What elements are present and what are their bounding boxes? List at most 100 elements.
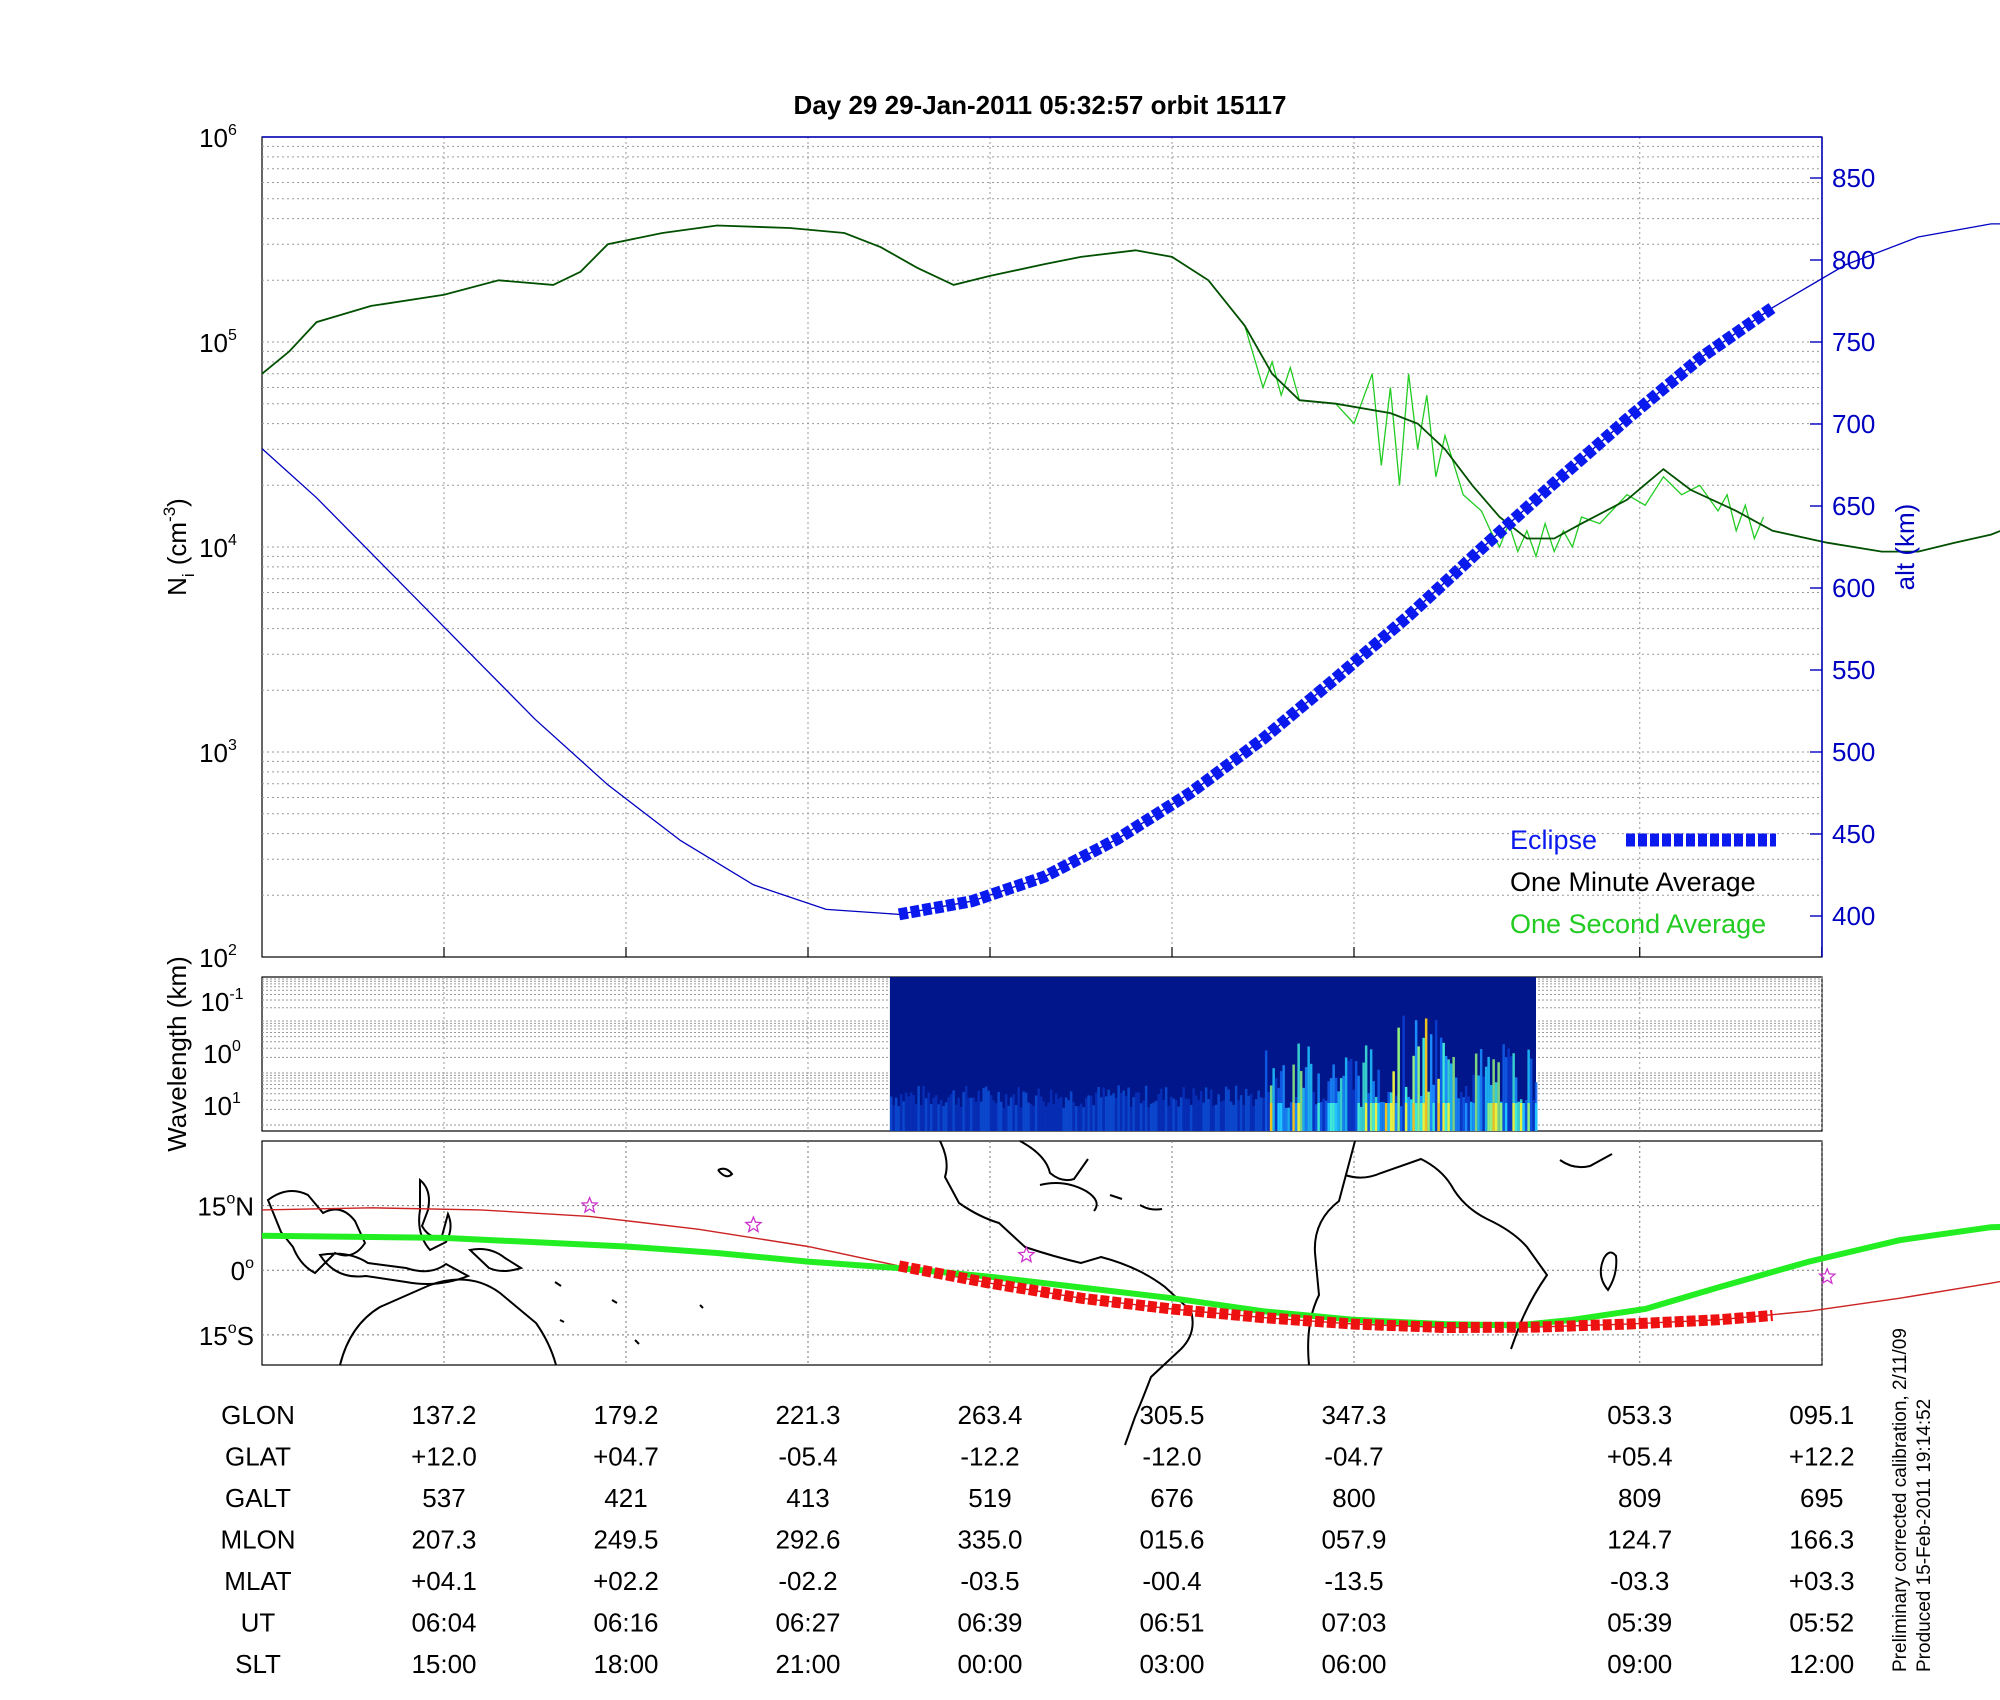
table-cell: 09:00: [1607, 1649, 1672, 1679]
spectrogram-column: [1197, 1099, 1200, 1131]
ylabel-sub: i: [179, 573, 198, 577]
one-minute-line: [261, 224, 2000, 553]
table-cell: 249.5: [593, 1525, 658, 1555]
star-marker: [744, 1215, 763, 1233]
legend-one-second-label: One Second Average: [1510, 909, 1766, 939]
tick-exp: 6: [228, 122, 237, 139]
table-cell: 06:04: [411, 1608, 476, 1638]
geo-track: [261, 1223, 2000, 1329]
spectrogram-column: [1072, 1101, 1075, 1131]
spectrogram-column: [1407, 1096, 1410, 1131]
spectrogram-column: [1239, 1095, 1243, 1131]
spectrogram-column: [1204, 1087, 1208, 1131]
spectrogram-column: [1124, 1096, 1128, 1131]
spectrogram-column: [1442, 1042, 1445, 1131]
spectrogram-column: [1157, 1094, 1160, 1131]
spectrogram-column: [1472, 1074, 1475, 1131]
spectrogram-column: [1289, 1102, 1293, 1131]
lat-hemisphere: S: [237, 1321, 254, 1351]
spectrogram-column: [904, 1092, 908, 1131]
spectrogram-column: [1202, 1102, 1205, 1131]
spectrogram-column: [952, 1090, 955, 1131]
spectrogram-hotspot: [1447, 1103, 1450, 1131]
altitude-tick-label: 450: [1832, 819, 1875, 849]
ylabel-exp: -3: [160, 507, 179, 522]
table-cell: 263.4: [957, 1400, 1022, 1430]
coast-pacific-islands: [554, 1167, 734, 1345]
spectrogram-column: [914, 1103, 918, 1131]
spectrogram-y-axis-label: Wavelength (km): [162, 956, 192, 1152]
tick-exp: 0: [232, 1038, 241, 1055]
spectrogram-column: [1359, 1106, 1363, 1131]
spectrogram-column: [1469, 1101, 1473, 1131]
spectrogram-column: [1459, 1092, 1463, 1131]
map-y-tick-label: 15oN: [197, 1191, 254, 1222]
legend-eclipse-label: Eclipse: [1510, 825, 1597, 855]
spectrogram-column: [927, 1092, 930, 1131]
tick-exp: 2: [228, 942, 237, 959]
table-cell: 537: [422, 1483, 465, 1513]
spectrogram-column: [937, 1104, 940, 1131]
spectrogram-column: [1034, 1095, 1038, 1131]
spectrogram-column: [1022, 1091, 1025, 1131]
spectrogram-column: [1127, 1087, 1130, 1131]
table-cell: 166.3: [1789, 1525, 1854, 1555]
spectrogram-column: [1409, 1099, 1413, 1131]
spectrogram-column: [1042, 1101, 1045, 1131]
spectrogram-column: [999, 1101, 1003, 1131]
table-cell: 335.0: [957, 1525, 1022, 1555]
spectrogram-column: [1284, 1107, 1288, 1131]
altitude-tick-label: 550: [1832, 655, 1875, 685]
spectrogram-hotspot: [1492, 1103, 1495, 1131]
spectrogram-column: [922, 1085, 925, 1131]
map-coastlines: [266, 1140, 1618, 1446]
spectrogram-column: [1027, 1102, 1030, 1131]
spectrogram-column: [1399, 1106, 1403, 1131]
table-cell: 07:03: [1321, 1608, 1386, 1638]
spectrogram-hotspot: [1412, 1103, 1415, 1131]
spectrogram-column: [1364, 1045, 1368, 1131]
calibration-note: Preliminary corrected calibration, 2/11/…: [1890, 1328, 1911, 1672]
spectrogram-column: [917, 1086, 920, 1131]
tick-base: 10: [199, 738, 228, 768]
spectrogram-column: [1209, 1089, 1213, 1131]
density-y-tick-label: 105: [199, 327, 237, 358]
spectrogram-column: [1354, 1061, 1358, 1131]
spectrogram-column: [1154, 1100, 1158, 1131]
spectrogram-column: [1052, 1104, 1055, 1131]
spectrogram-column: [1417, 1046, 1420, 1131]
table-cell: 809: [1618, 1483, 1661, 1513]
spectrogram-column: [1082, 1107, 1085, 1131]
table-cell: 179.2: [593, 1400, 658, 1430]
spectrogram-column: [1057, 1098, 1060, 1131]
spectrogram-hotspot: [1514, 1103, 1518, 1131]
spectrogram-column: [984, 1086, 988, 1131]
spectrogram-column: [1094, 1092, 1098, 1131]
coast-americas: [939, 1140, 1194, 1446]
spectrogram-column: [1139, 1103, 1143, 1131]
spectrogram-column: [1092, 1105, 1095, 1131]
spectrogram-column: [1474, 1053, 1478, 1131]
spectrogram-hotspot: [1512, 1103, 1515, 1131]
spectrogram-column: [1317, 1073, 1320, 1131]
spectrogram-column: [1237, 1100, 1240, 1131]
spectrogram-column: [897, 1106, 900, 1131]
spectrogram-column: [1009, 1097, 1013, 1131]
spectrogram-column: [1274, 1077, 1278, 1131]
orbit-table: GLON 137.2 179.2 221.3 263.4 305.5 347.3 053.3 0…: [220, 1400, 1854, 1679]
density-y-tick-label: 103: [199, 737, 237, 768]
table-cell: 05:39: [1607, 1608, 1672, 1638]
spectrogram-column: [1477, 1075, 1480, 1131]
spectrogram-column: [1532, 1099, 1535, 1131]
table-cell: 519: [968, 1483, 1011, 1513]
spectrogram-column: [1254, 1099, 1258, 1131]
table-cell: 06:00: [1321, 1649, 1386, 1679]
spectrogram-column: [1062, 1107, 1065, 1131]
spectrogram-column: [1112, 1093, 1115, 1131]
degree-mark: o: [245, 1255, 254, 1272]
spectrogram-hotspot: [1527, 1103, 1530, 1131]
spectrogram-column: [1342, 1075, 1345, 1131]
spectrogram-column: [1309, 1063, 1313, 1131]
